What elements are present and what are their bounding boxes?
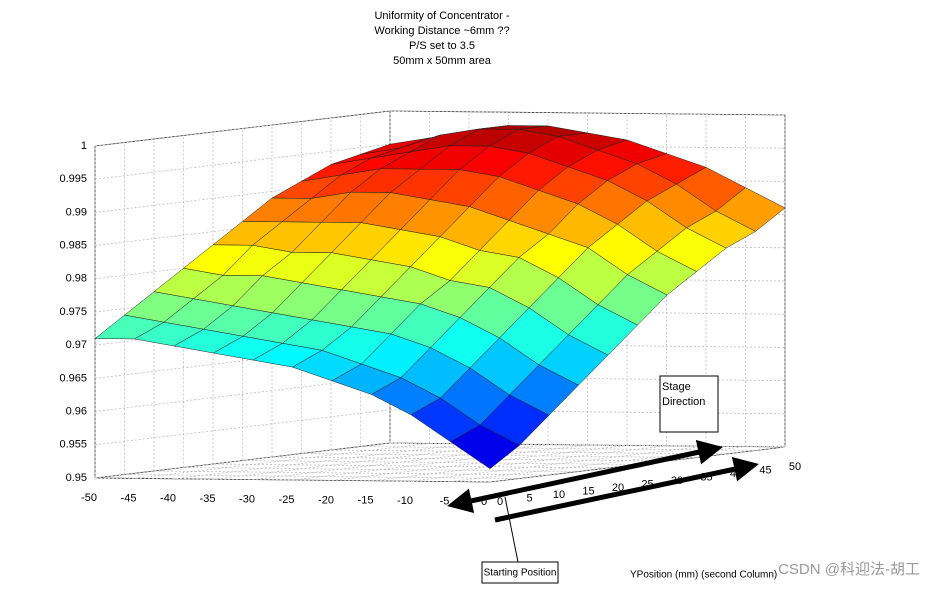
z-tick-label: 0.985: [59, 240, 87, 252]
grid-line: [389, 110, 786, 116]
title-line: Uniformity of Concentrator -: [374, 10, 509, 22]
z-tick-label: 0.97: [66, 339, 87, 351]
x-tick-label: -15: [358, 495, 374, 507]
arrow: [447, 439, 723, 514]
annotation-box: [659, 375, 719, 433]
x-tick-label: -35: [200, 493, 216, 505]
grid-line: [410, 445, 707, 482]
x-tick-label: -45: [121, 492, 137, 504]
annotation: Starting Position: [484, 568, 557, 579]
x-tick-label: -10: [397, 495, 413, 507]
arrow: [494, 456, 759, 523]
z-tick-label: 0.965: [59, 372, 87, 384]
grid-line: [134, 443, 430, 479]
grid-line: [360, 446, 756, 451]
grid-line: [271, 456, 668, 462]
grid-line: [94, 110, 391, 147]
z-tick-label: 0.995: [59, 173, 87, 185]
annotation-line: [504, 496, 519, 563]
grid-line: [153, 470, 550, 476]
grid-line: [371, 445, 667, 482]
y-axis-label: YPosition (mm) (second Column): [630, 570, 777, 581]
grid-line: [94, 143, 391, 180]
grid-line: [94, 376, 391, 412]
y-tick-label: 50: [789, 461, 801, 473]
x-tick-label: -25: [279, 494, 295, 506]
title-line: P/S set to 3.5: [409, 40, 475, 52]
z-tick-label: 1: [81, 140, 87, 152]
watermark: CSDN @科迎法-胡工: [778, 561, 920, 578]
z-tick-label: 0.96: [66, 406, 87, 418]
y-tick-label: 10: [553, 489, 565, 501]
annotation-box: [481, 561, 559, 584]
surface: [94, 125, 786, 470]
z-tick-label: 0.99: [66, 206, 87, 218]
z-tick-label: 0.98: [66, 273, 87, 285]
z-tick-label: 0.955: [59, 439, 87, 451]
x-tick-label: -20: [318, 494, 334, 506]
annotation-text: Stage Direction: [662, 381, 706, 408]
grid-line: [94, 477, 491, 483]
z-tick-label: 0.95: [66, 472, 87, 484]
title-line: Working Distance ~6mm ??: [374, 25, 509, 37]
y-tick-label: 15: [582, 485, 594, 497]
x-tick-label: -50: [81, 492, 97, 504]
y-tick-label: 5: [526, 492, 532, 504]
y-tick-label: 45: [759, 464, 771, 476]
annotation: Stage Direction: [662, 381, 706, 408]
x-tick-label: -40: [160, 493, 176, 505]
x-tick-label: -30: [239, 494, 255, 506]
grid-line: [212, 463, 609, 469]
z-tick-label: 0.975: [59, 306, 87, 318]
grid-line: [94, 343, 391, 379]
x-tick-label: -5: [440, 496, 450, 508]
title-line: 50mm x 50mm area: [393, 55, 492, 67]
